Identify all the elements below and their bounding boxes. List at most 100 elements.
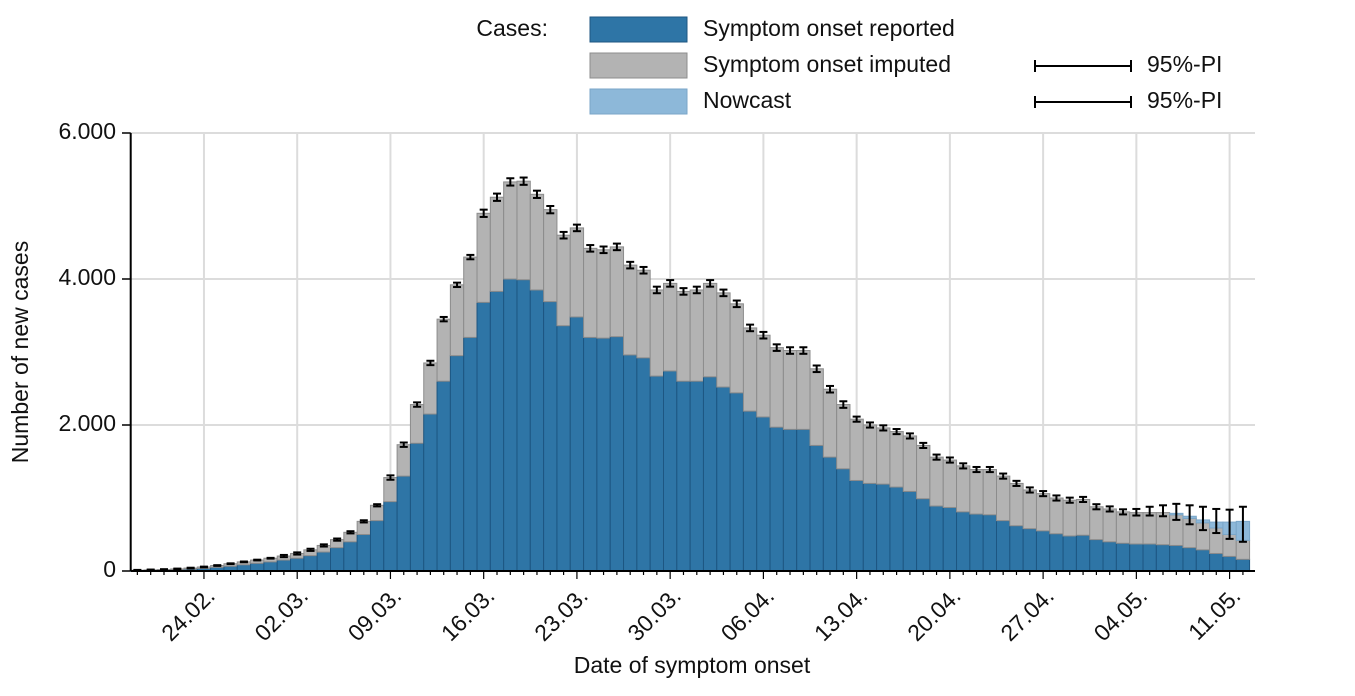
bar-segment <box>809 444 824 572</box>
error-bar <box>692 285 701 295</box>
error-bar <box>759 330 768 340</box>
bar-segment <box>1129 512 1144 545</box>
error-bar <box>599 245 608 255</box>
legend-swatch <box>589 52 688 79</box>
bar-segment <box>569 316 585 572</box>
error-bar <box>1012 479 1021 487</box>
error-bar <box>932 453 941 461</box>
bar-segment <box>942 459 958 508</box>
error-bar <box>1025 486 1034 494</box>
bar-segment <box>649 375 664 572</box>
bar-segment <box>409 442 425 572</box>
bar-segment <box>1142 543 1157 572</box>
error-bar <box>666 279 675 288</box>
error-bar <box>1052 494 1061 502</box>
bar-segment <box>969 513 984 572</box>
error-bar <box>1119 508 1128 516</box>
error-bar <box>279 553 288 559</box>
error-bar <box>466 253 475 261</box>
bar-segment <box>1235 558 1251 572</box>
bar-segment <box>476 301 491 572</box>
y-tick-label: 4.000 <box>58 264 116 290</box>
error-bar <box>999 472 1008 480</box>
y-tick-label: 0 <box>103 556 116 582</box>
legend-label: Symptom onset imputed <box>703 51 951 77</box>
bar-segment <box>383 501 398 572</box>
error-bar <box>253 558 262 562</box>
bar-segment <box>1049 497 1064 535</box>
error-bar <box>173 567 182 571</box>
error-bar <box>453 281 462 289</box>
error-bar <box>479 208 488 218</box>
bar-segment <box>503 181 518 280</box>
bar-segment <box>822 456 838 572</box>
bar-segment <box>303 555 318 572</box>
bar-segment <box>1235 539 1251 560</box>
error-bar <box>1079 495 1088 504</box>
legend-title: Cases: <box>476 15 548 41</box>
bar-segment <box>1035 493 1051 532</box>
bar-segment <box>290 557 305 572</box>
error-bar <box>493 192 501 202</box>
error-bar <box>293 551 302 556</box>
bar-segment <box>902 490 918 572</box>
bar-segment <box>1049 533 1064 572</box>
error-bar <box>786 346 795 355</box>
bar-segment <box>436 318 451 382</box>
error-bar <box>865 421 874 429</box>
bar-segment <box>596 249 611 339</box>
bar-segment <box>769 347 784 428</box>
error-bar <box>1238 505 1247 543</box>
bar-segment <box>1102 508 1117 543</box>
bar-segment <box>902 435 918 492</box>
legend-swatch <box>589 88 688 115</box>
error-bar <box>346 530 355 535</box>
bar-segment <box>716 386 731 572</box>
error-bar <box>799 346 808 355</box>
x-tick-label: 30.03. <box>622 582 686 646</box>
bar-segment <box>889 431 904 488</box>
error-bar <box>639 265 648 275</box>
bar-segment <box>849 418 864 481</box>
error-bar <box>199 565 208 569</box>
bar-segment <box>463 336 478 572</box>
bar-segment <box>876 427 891 485</box>
bar-segment <box>423 413 438 572</box>
error-bar <box>413 401 422 408</box>
bar-segment <box>489 290 505 572</box>
bar-segment <box>716 292 731 388</box>
x-tick-label: 04.05. <box>1089 582 1153 646</box>
bar-segment <box>663 370 678 572</box>
bar-segment <box>796 350 811 430</box>
error-bar <box>226 562 235 566</box>
bar-segment <box>956 465 971 513</box>
bar-segment <box>929 505 944 572</box>
bar-segment <box>1142 512 1157 545</box>
error-bar <box>919 441 928 449</box>
bar-segment <box>449 355 465 572</box>
error-bar <box>559 230 568 240</box>
bar-segment <box>729 303 744 394</box>
bar-segment <box>862 482 878 572</box>
bar-segment <box>1062 499 1077 537</box>
error-bar <box>439 315 448 323</box>
bar-segment <box>1035 530 1051 572</box>
bar-segment <box>676 290 691 382</box>
bar-segment <box>583 336 598 572</box>
bar-segment <box>862 424 878 484</box>
error-bar <box>839 400 848 409</box>
bar-segment <box>782 350 798 430</box>
error-bar <box>359 519 368 524</box>
bar-segment <box>463 256 478 338</box>
x-tick-label: 06.04. <box>716 582 780 646</box>
error-bar <box>679 287 688 296</box>
bar-segment <box>1169 544 1184 572</box>
error-bar <box>546 205 555 215</box>
error-bar <box>1065 496 1074 504</box>
bar-segment <box>276 559 292 572</box>
error-bar <box>426 359 435 367</box>
bar-segment <box>396 444 411 477</box>
error-bar <box>945 456 954 464</box>
error-bar <box>1225 508 1234 540</box>
error-bar <box>852 415 861 423</box>
